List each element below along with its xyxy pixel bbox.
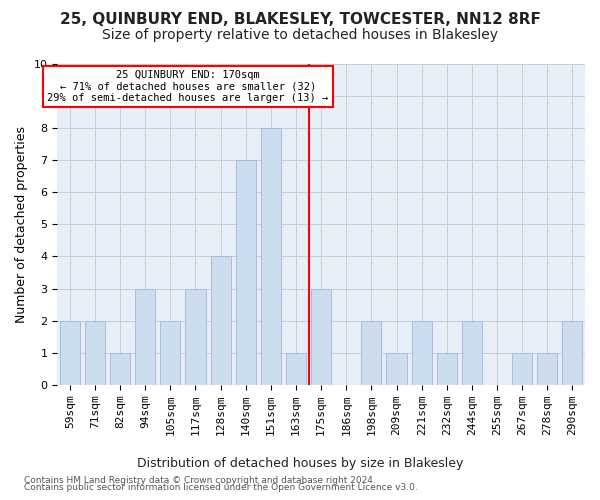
- Bar: [537, 352, 557, 385]
- Bar: [236, 160, 256, 385]
- Text: Size of property relative to detached houses in Blakesley: Size of property relative to detached ho…: [102, 28, 498, 42]
- Text: 25, QUINBURY END, BLAKESLEY, TOWCESTER, NN12 8RF: 25, QUINBURY END, BLAKESLEY, TOWCESTER, …: [59, 12, 541, 28]
- Bar: [185, 288, 206, 385]
- Bar: [512, 352, 532, 385]
- Bar: [361, 320, 382, 385]
- Text: Contains public sector information licensed under the Open Government Licence v3: Contains public sector information licen…: [24, 484, 418, 492]
- Bar: [135, 288, 155, 385]
- Bar: [85, 320, 105, 385]
- Bar: [110, 352, 130, 385]
- Bar: [286, 352, 306, 385]
- Bar: [211, 256, 230, 385]
- Bar: [261, 128, 281, 385]
- Y-axis label: Number of detached properties: Number of detached properties: [15, 126, 28, 323]
- Bar: [412, 320, 432, 385]
- Bar: [562, 320, 583, 385]
- Bar: [311, 288, 331, 385]
- Bar: [60, 320, 80, 385]
- Bar: [462, 320, 482, 385]
- Text: Distribution of detached houses by size in Blakesley: Distribution of detached houses by size …: [137, 458, 463, 470]
- Bar: [386, 352, 407, 385]
- Text: Contains HM Land Registry data © Crown copyright and database right 2024.: Contains HM Land Registry data © Crown c…: [24, 476, 376, 485]
- Bar: [437, 352, 457, 385]
- Text: 25 QUINBURY END: 170sqm
← 71% of detached houses are smaller (32)
29% of semi-de: 25 QUINBURY END: 170sqm ← 71% of detache…: [47, 70, 329, 103]
- Bar: [160, 320, 181, 385]
